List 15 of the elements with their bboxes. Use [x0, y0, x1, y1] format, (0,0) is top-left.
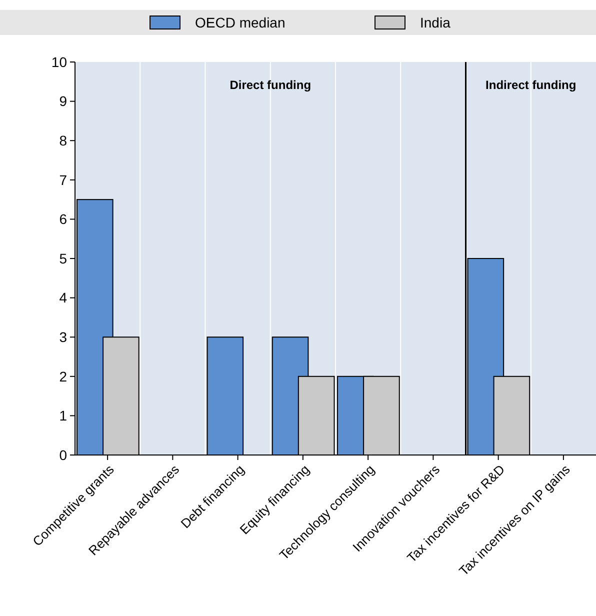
y-tick-label: 3 — [59, 329, 68, 345]
y-tick-label: 1 — [59, 408, 68, 424]
legend-label: India — [420, 14, 451, 30]
legend-label: OECD median — [195, 14, 286, 30]
y-tick-label: 4 — [59, 290, 68, 306]
y-tick-label: 9 — [59, 93, 68, 110]
y-tick-label: 2 — [59, 368, 68, 384]
y-tick-label: 8 — [59, 132, 68, 148]
ref-line-label: Indirect funding — [486, 78, 576, 92]
y-tick-label: 7 — [59, 172, 68, 188]
y-tick-label: 10 — [51, 54, 68, 70]
annotation: Direct funding — [230, 78, 312, 92]
y-tick-label: 5 — [59, 250, 68, 266]
y-tick-label: 6 — [59, 211, 68, 228]
y-tick-label: 0 — [59, 446, 68, 463]
